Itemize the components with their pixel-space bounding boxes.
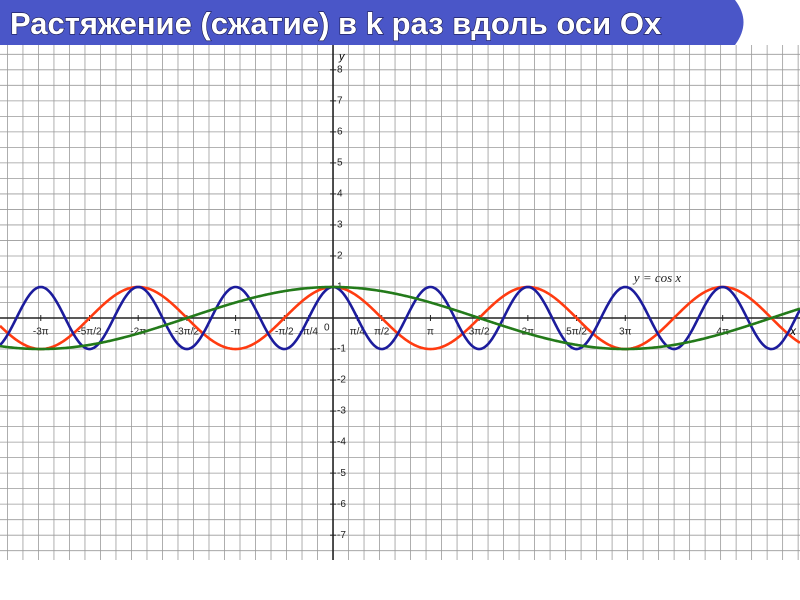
x-tick-label: π: [427, 327, 434, 338]
x-tick-label: 3π: [619, 327, 632, 338]
y-tick-label: 6: [337, 127, 343, 138]
y-tick-label: 4: [337, 189, 343, 200]
x-axis-label: x: [789, 324, 797, 338]
x-tick-label: π/4: [350, 327, 366, 338]
x-tick-label: -π/4: [299, 327, 318, 338]
x-tick-label: π/2: [374, 327, 390, 338]
x-tick-label: -π: [230, 327, 240, 338]
x-tick-label: 2π: [522, 327, 535, 338]
y-tick-label: -5: [337, 468, 346, 479]
y-tick-label: -4: [337, 437, 346, 448]
y-tick-label: 3: [337, 220, 343, 231]
y-tick-label: 5: [337, 158, 343, 169]
y-tick-label: -1: [337, 344, 346, 355]
x-tick-label: -3π: [33, 327, 49, 338]
y-tick-label: -2: [337, 375, 346, 386]
x-tick-label: -5π/2: [77, 327, 102, 338]
y-tick-label: 2: [337, 251, 343, 262]
x-tick-label: 5π/2: [566, 327, 587, 338]
x-tick-label: 4π: [716, 327, 729, 338]
slide-title: Растяжение (сжатие) в k раз вдоль оси Ox: [10, 6, 662, 41]
y-tick-label: 0: [324, 323, 330, 334]
title-banner: [0, 0, 744, 45]
y-tick-label: 8: [337, 64, 343, 75]
y-axis-label: y: [338, 51, 346, 63]
y-tick-label: -7: [337, 530, 346, 541]
function-label: y = cos x: [632, 270, 682, 285]
y-tick-label: 7: [337, 95, 343, 106]
x-tick-label: -3π/2: [175, 327, 200, 338]
x-tick-label: 3π/2: [469, 327, 490, 338]
x-tick-label: -π/2: [275, 327, 294, 338]
y-tick-label: -6: [337, 499, 346, 510]
function-curve: [0, 285, 800, 351]
y-tick-label: -3: [337, 406, 346, 417]
